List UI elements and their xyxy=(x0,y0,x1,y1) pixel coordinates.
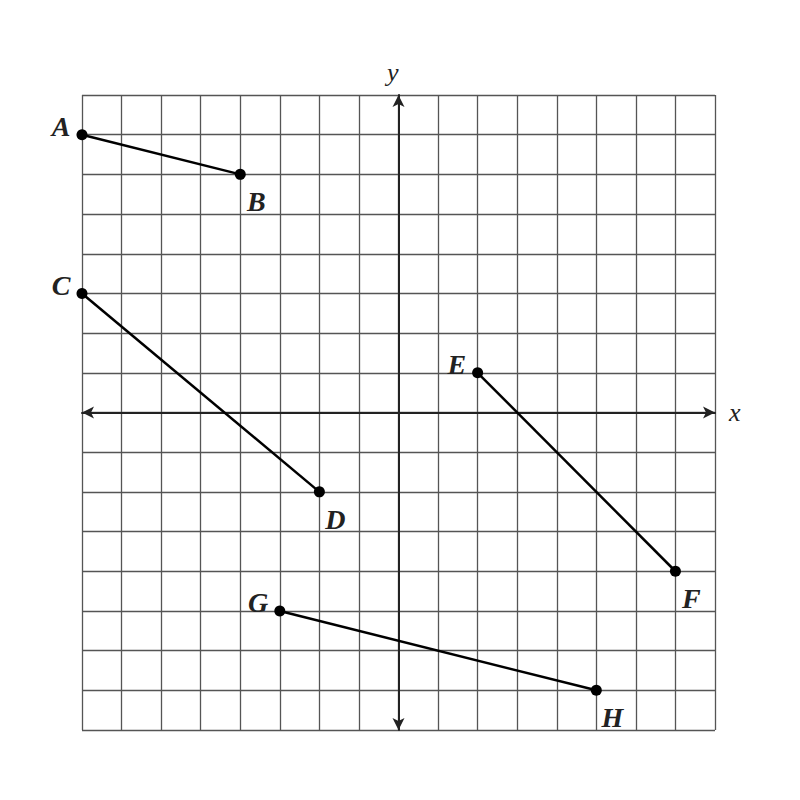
svg-text:B: B xyxy=(246,186,266,217)
svg-text:H: H xyxy=(600,702,624,733)
svg-text:x: x xyxy=(728,398,741,427)
svg-text:F: F xyxy=(681,583,701,614)
svg-text:C: C xyxy=(52,270,71,301)
svg-text:y: y xyxy=(384,58,399,87)
svg-text:D: D xyxy=(324,504,345,535)
svg-text:A: A xyxy=(50,111,71,142)
svg-text:E: E xyxy=(446,349,466,380)
svg-text:G: G xyxy=(248,587,268,618)
